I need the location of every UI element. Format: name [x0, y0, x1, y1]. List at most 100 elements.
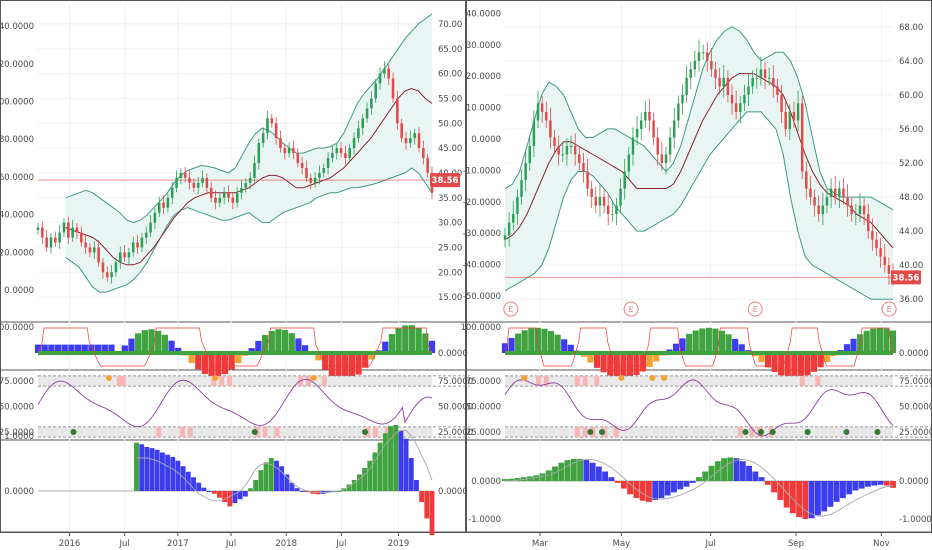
candle-body: [763, 69, 767, 78]
osc-bar: [712, 328, 719, 353]
osc-bar: [101, 344, 108, 353]
momentum-bar: [191, 477, 196, 491]
osc-bar: [811, 353, 818, 372]
osc-bar: [686, 333, 693, 353]
momentum-signal-line: [136, 430, 433, 502]
osc-bar: [88, 344, 95, 353]
candle-body: [549, 120, 552, 138]
momentum-bar: [367, 460, 373, 491]
price-right-tick: 30.00: [438, 219, 462, 229]
candle-body: [730, 94, 734, 104]
rsi-oversold-marker: [262, 426, 268, 438]
candle-body: [296, 153, 300, 163]
price-left-tick: 10.0000: [466, 104, 501, 114]
osc-zero-bar: [38, 351, 432, 355]
candle-body: [426, 158, 429, 173]
momentum-bar: [372, 452, 378, 491]
price-right-tick: 70.00: [438, 20, 462, 30]
rsi-green-dot: [362, 429, 369, 435]
bollinger-fill: [65, 14, 432, 293]
rsi-green-dot: [587, 429, 594, 435]
x-tick-label: Jul: [119, 539, 130, 549]
candle-body: [105, 272, 109, 278]
rsi-overbought-marker: [594, 375, 600, 387]
candle-body: [598, 197, 602, 206]
price-left-tick: 0.0000: [4, 286, 34, 296]
candle-body: [292, 148, 295, 154]
candle-body: [274, 123, 278, 139]
osc-bar: [850, 338, 857, 353]
candle-body: [631, 137, 635, 155]
price-left-tick: 100.0000: [0, 98, 34, 108]
osc-bar: [215, 353, 222, 377]
candle-body: [387, 68, 390, 79]
event-marker-circle: [881, 301, 897, 317]
candle-body: [131, 242, 135, 253]
price-right-tick: 68.00: [899, 23, 923, 33]
candle-body: [586, 171, 589, 189]
osc-bar: [322, 353, 329, 370]
osc-bar: [108, 344, 115, 353]
osc-bar: [567, 344, 574, 353]
osc-bar: [388, 334, 396, 353]
candle-body: [266, 118, 269, 134]
osc-bar: [315, 353, 322, 361]
momentum-bar: [160, 452, 165, 491]
osc-bar: [528, 328, 535, 353]
candle-body: [623, 171, 626, 189]
osc-bar: [268, 330, 275, 353]
osc-bar: [74, 344, 82, 353]
momentum-bar: [595, 466, 602, 481]
momentum-bar: [351, 480, 357, 491]
x-tick-label: 2016: [59, 539, 81, 549]
candle-body: [417, 133, 421, 149]
rsi-green-dot: [599, 429, 605, 435]
candle-body: [253, 163, 256, 178]
candle-body: [619, 188, 622, 206]
price-left-tick: 0.0000: [471, 135, 501, 145]
momentum-bar: [646, 481, 652, 502]
momentum-bar: [746, 465, 752, 481]
rsi-right-tick: 50.0000: [438, 403, 473, 413]
osc-bar: [804, 353, 811, 376]
event-marker-label: E: [508, 305, 513, 314]
osc-bar: [128, 338, 135, 353]
candle-body: [287, 148, 291, 154]
candle-body: [192, 182, 196, 188]
candle-body: [227, 192, 230, 198]
candle-body: [821, 205, 825, 215]
event-marker-circle: [623, 301, 639, 317]
osc-bar: [863, 330, 870, 353]
x-tick-label: Mar: [532, 539, 549, 549]
momentum-bar: [206, 491, 212, 492]
price-right-tick: 60.00: [899, 91, 923, 101]
rsi-orange-dot: [105, 374, 112, 381]
candle-body: [788, 111, 792, 129]
rsi-upper-zone: [38, 375, 432, 387]
osc-bar: [870, 328, 877, 353]
osc-bar: [824, 353, 831, 362]
osc-bar: [235, 353, 242, 364]
candle-body: [318, 172, 321, 178]
candle-body: [123, 252, 126, 258]
candle-body: [759, 69, 763, 78]
rsi-overbought-marker: [536, 375, 542, 387]
price-left-tick: -30.0000: [463, 229, 501, 239]
price-right-tick: 64.00: [899, 57, 923, 67]
x-tick-label: Sep: [788, 539, 804, 549]
osc-bar: [255, 340, 262, 353]
candle-body: [706, 52, 709, 61]
momentum-bar: [833, 481, 840, 502]
x-tick-label: May: [613, 539, 631, 549]
momentum-bar: [570, 458, 577, 481]
momentum-right-tick: 0.0000: [899, 477, 929, 487]
candle-body: [635, 128, 639, 138]
candle-body: [800, 103, 804, 172]
candle-body: [118, 252, 122, 263]
momentum-bar: [739, 461, 746, 481]
candle-body: [573, 145, 577, 155]
momentum-bar: [721, 458, 727, 481]
osc-bar: [508, 337, 515, 353]
momentum-bar: [814, 481, 821, 516]
